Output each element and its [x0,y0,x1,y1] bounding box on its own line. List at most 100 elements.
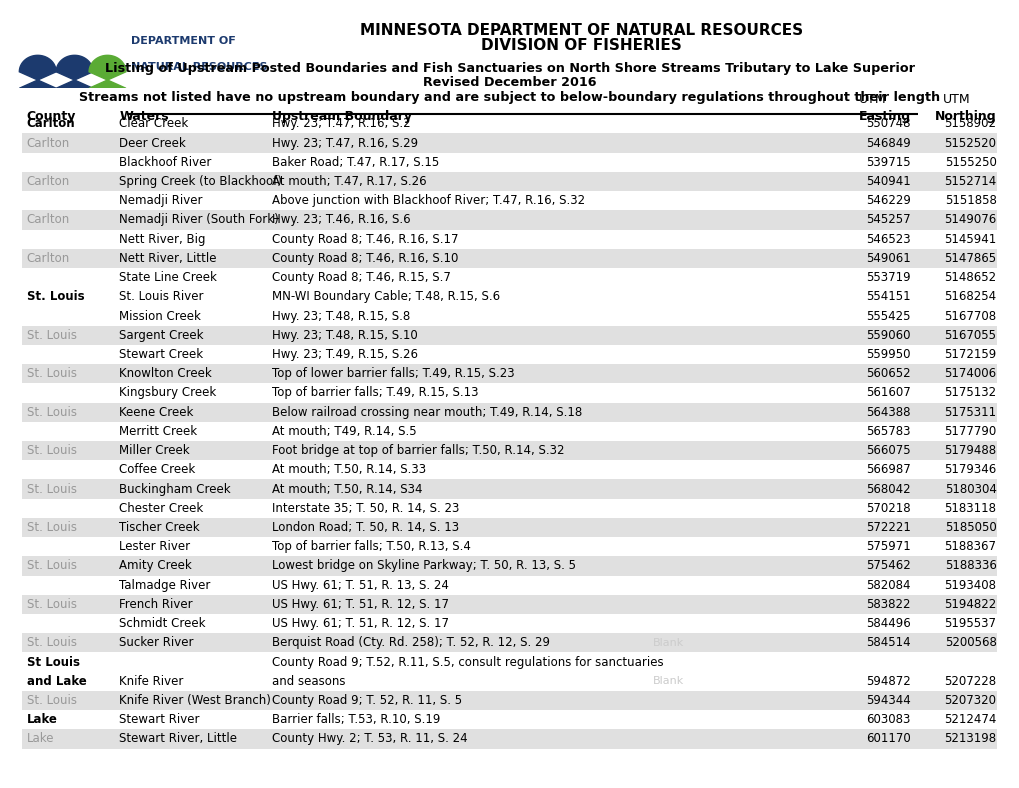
Bar [22,671,996,691]
Text: Hwy. 23; T.47, R.16, S.2: Hwy. 23; T.47, R.16, S.2 [272,117,411,130]
Text: St Louis: St Louis [26,656,79,668]
Text: 5147865: 5147865 [944,252,996,265]
Text: Stewart River: Stewart River [119,713,200,727]
Text: 584514: 584514 [865,637,910,649]
Bar [22,691,996,710]
Text: St. Louis: St. Louis [26,521,76,534]
Text: DIVISION OF FISHERIES: DIVISION OF FISHERIES [481,38,681,53]
Polygon shape [19,55,56,88]
Text: St. Louis: St. Louis [26,444,76,457]
Text: 564388: 564388 [865,406,910,418]
Text: County: County [26,110,75,122]
Text: St. Louis: St. Louis [26,406,76,418]
Text: 5207320: 5207320 [944,694,996,707]
Polygon shape [89,55,125,88]
Text: Waters: Waters [119,110,169,122]
Text: 5179488: 5179488 [944,444,996,457]
Text: Top of lower barrier falls; T.49, R.15, S.23: Top of lower barrier falls; T.49, R.15, … [272,367,515,381]
Text: 5213198: 5213198 [944,733,996,745]
Text: State Line Creek: State Line Creek [119,271,217,284]
Text: 5179346: 5179346 [944,463,996,477]
Text: MN-WI Boundary Cable; T.48, R.15, S.6: MN-WI Boundary Cable; T.48, R.15, S.6 [272,290,500,303]
Bar [22,460,996,479]
Text: Buckingham Creek: Buckingham Creek [119,482,230,496]
Text: St. Louis: St. Louis [26,367,76,381]
Text: 572221: 572221 [865,521,910,534]
Text: 5193408: 5193408 [944,578,996,592]
Text: Blank: Blank [652,676,684,686]
Text: 5194822: 5194822 [944,598,996,611]
Text: US Hwy. 61; T. 51, R. 13, S. 24: US Hwy. 61; T. 51, R. 13, S. 24 [272,578,448,592]
Text: 582084: 582084 [865,578,910,592]
Text: 5180304: 5180304 [944,482,996,496]
Text: Listing of Upstream Posted Boundaries and Fish Sanctuaries on North Shore Stream: Listing of Upstream Posted Boundaries an… [105,62,914,75]
Text: Keene Creek: Keene Creek [119,406,194,418]
Text: Lester River: Lester River [119,541,191,553]
Bar [22,441,996,460]
Text: 5167708: 5167708 [944,310,996,322]
Text: Merritt Creek: Merritt Creek [119,425,198,438]
Text: 584496: 584496 [865,617,910,630]
Text: 583822: 583822 [865,598,910,611]
Text: 5145941: 5145941 [944,232,996,246]
Text: US Hwy. 61; T. 51, R. 12, S. 17: US Hwy. 61; T. 51, R. 12, S. 17 [272,598,449,611]
Text: County Hwy. 2; T. 53, R. 11, S. 24: County Hwy. 2; T. 53, R. 11, S. 24 [272,733,468,745]
Text: Hwy. 23; T.49, R.15, S.26: Hwy. 23; T.49, R.15, S.26 [272,348,418,361]
Text: and seasons: and seasons [272,675,345,688]
Text: 545257: 545257 [865,214,910,226]
Text: French River: French River [119,598,193,611]
Text: 5158902: 5158902 [944,117,996,130]
Bar [22,479,996,499]
Bar [22,614,996,634]
Text: Hwy. 23; T.48, R.15, S.8: Hwy. 23; T.48, R.15, S.8 [272,310,411,322]
Bar [22,730,996,749]
Text: Carlton: Carlton [26,175,69,188]
Text: Sargent Creek: Sargent Creek [119,329,204,342]
Text: Below railroad crossing near mouth; T.49, R.14, S.18: Below railroad crossing near mouth; T.49… [272,406,582,418]
Bar [22,268,996,288]
Bar [22,384,996,403]
Bar [22,114,996,133]
Text: Carlton: Carlton [26,136,69,150]
Text: Interstate 35; T. 50, R. 14, S. 23: Interstate 35; T. 50, R. 14, S. 23 [272,502,460,515]
Bar [22,210,996,229]
Text: 5200568: 5200568 [944,637,996,649]
Text: 559950: 559950 [865,348,910,361]
Text: St. Louis: St. Louis [26,482,76,496]
Text: Miller Creek: Miller Creek [119,444,190,457]
Text: London Road; T. 50, R. 14, S. 13: London Road; T. 50, R. 14, S. 13 [272,521,459,534]
Text: Blackhoof River: Blackhoof River [119,156,212,169]
Text: County Road 9; T.52, R.11, S.5, consult regulations for sanctuaries: County Road 9; T.52, R.11, S.5, consult … [272,656,663,668]
Text: Lowest bridge on Skyline Parkway; T. 50, R. 13, S. 5: Lowest bridge on Skyline Parkway; T. 50,… [272,559,576,573]
Text: Deer Creek: Deer Creek [119,136,185,150]
Text: Carlton: Carlton [26,252,69,265]
Bar [22,345,996,364]
Bar [22,153,996,172]
Bar [22,499,996,518]
Text: 5167055: 5167055 [944,329,996,342]
Text: Easting: Easting [858,110,910,122]
Bar [22,537,996,556]
Text: Top of barrier falls; T.50, R.13, S.4: Top of barrier falls; T.50, R.13, S.4 [272,541,471,553]
Text: Baker Road; T.47, R.17, S.15: Baker Road; T.47, R.17, S.15 [272,156,439,169]
Text: 5183118: 5183118 [944,502,996,515]
Text: 546523: 546523 [865,232,910,246]
Text: At mouth; T.47, R.17, S.26: At mouth; T.47, R.17, S.26 [272,175,427,188]
Bar [22,652,996,671]
Text: Hwy. 23; T.47, R.16, S.29: Hwy. 23; T.47, R.16, S.29 [272,136,418,150]
Text: Carlton: Carlton [26,214,69,226]
Text: 5172159: 5172159 [944,348,996,361]
Text: Carlton: Carlton [26,117,75,130]
Text: UTM: UTM [942,94,970,106]
Bar [22,634,996,652]
Text: 546229: 546229 [865,195,910,207]
Text: 5152520: 5152520 [944,136,996,150]
Text: 561607: 561607 [865,386,910,400]
Text: Tischer Creek: Tischer Creek [119,521,200,534]
Text: 5149076: 5149076 [944,214,996,226]
Text: 603083: 603083 [865,713,910,727]
Text: 5174006: 5174006 [944,367,996,381]
Bar [22,403,996,422]
Text: Revised December 2016: Revised December 2016 [423,76,596,89]
Text: UTM: UTM [858,94,887,106]
